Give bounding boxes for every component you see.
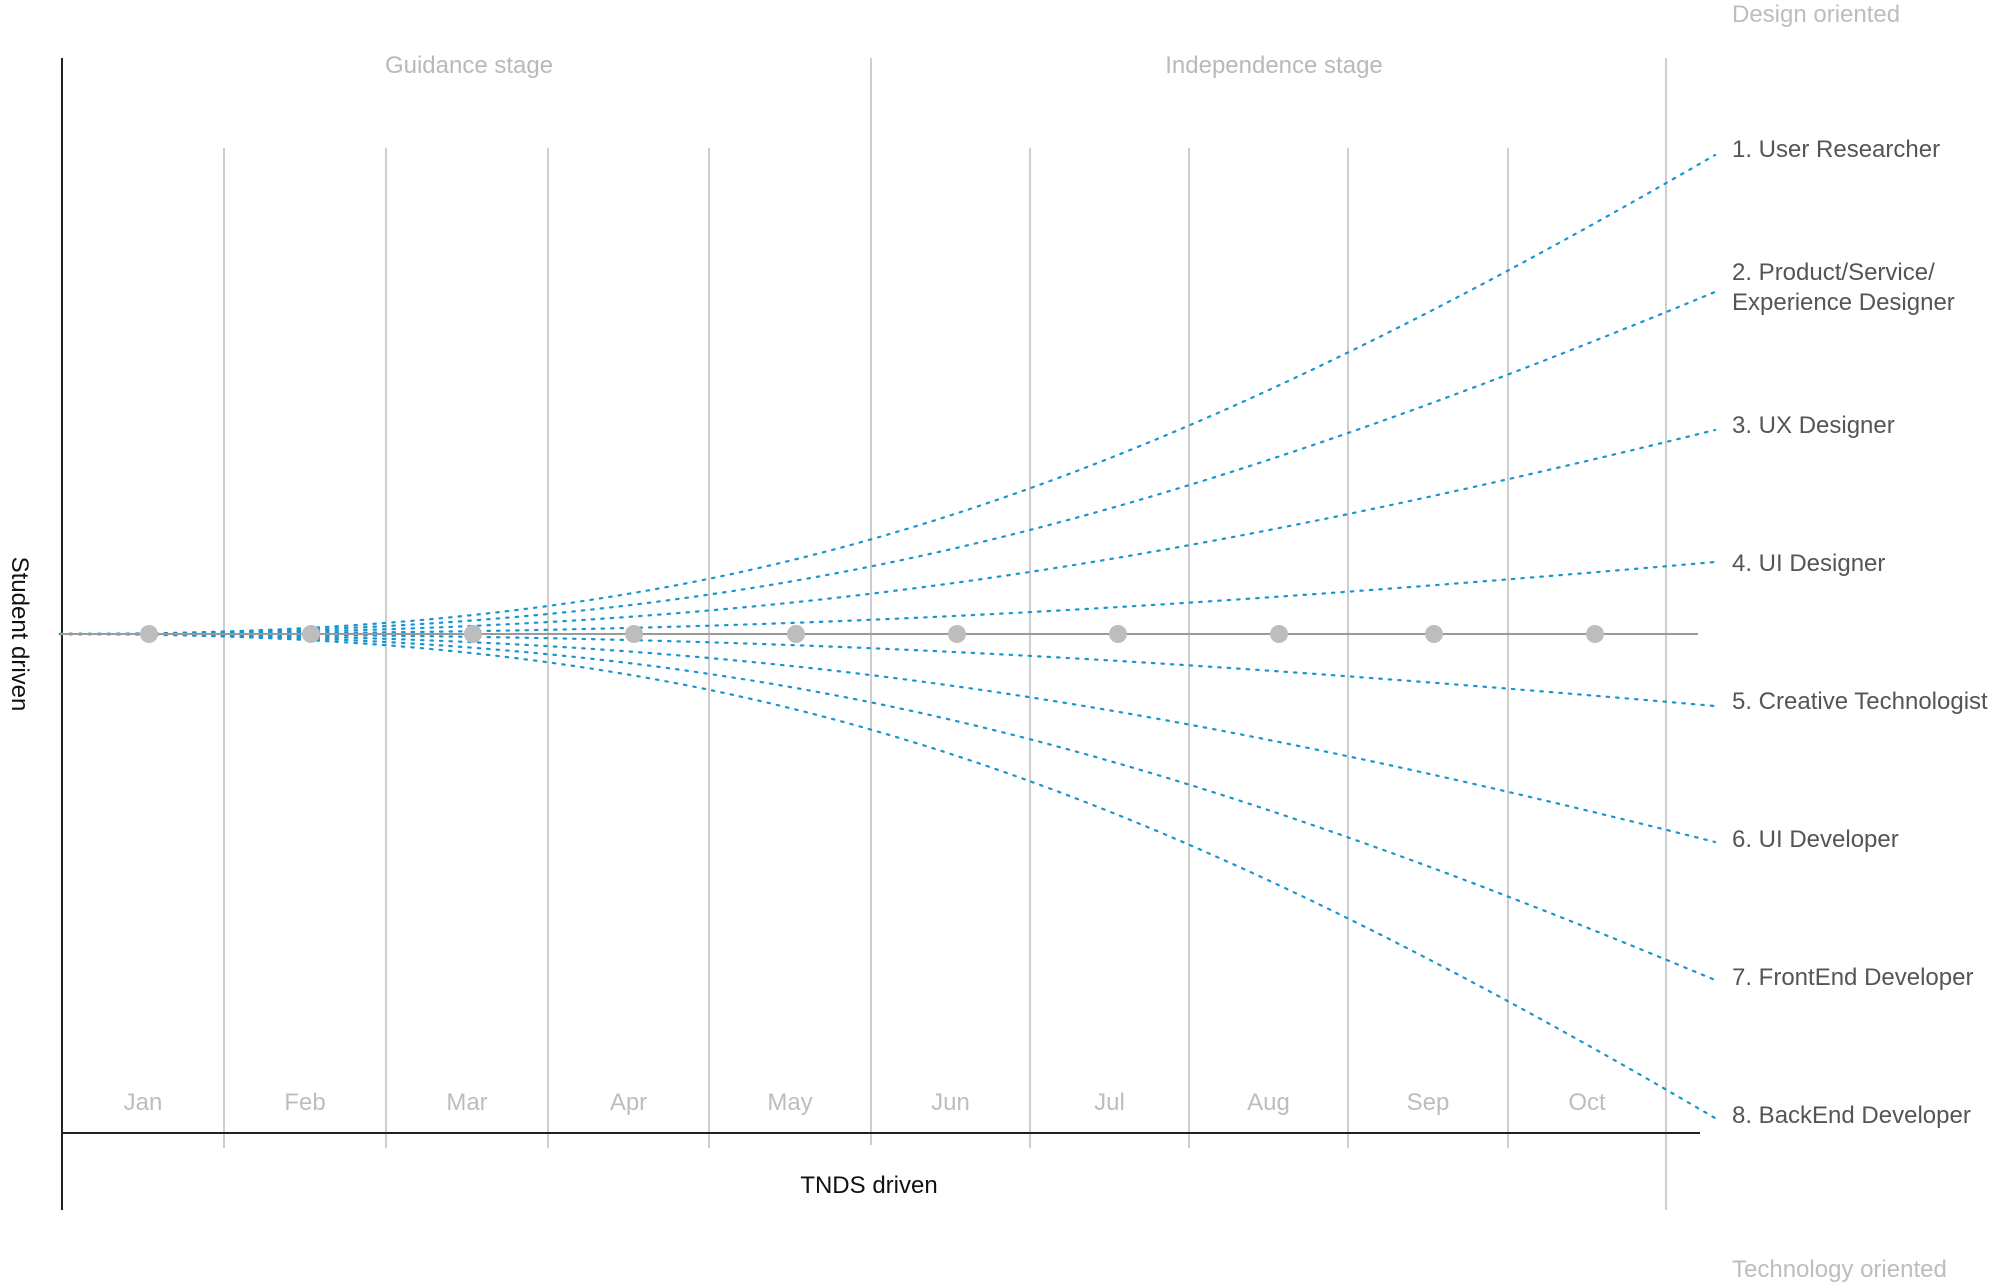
month-label: Aug [1247,1089,1290,1116]
milestone-dot [1109,625,1127,643]
milestone-dot [302,625,320,643]
role-labels: 1. User Researcher 2. Product/Service/Exp… [1732,136,1988,1129]
career-paths [58,153,1717,1120]
role-label-line: 6. UI Developer [1732,826,1899,853]
career-path-line [58,153,1717,636]
month-label: Jan [124,1089,163,1116]
milestone-dot [625,625,643,643]
role-label: 7. FrontEnd Developer [1732,964,1973,991]
career-path-line [58,632,1717,1120]
grid-lines [223,58,1667,1210]
career-path-line [58,428,1717,636]
role-label-line: 3. UX Designer [1732,412,1895,439]
role-label: 6. UI Developer [1732,826,1899,853]
milestone-dots [140,625,1604,643]
month-label: Jun [931,1089,970,1116]
month-labels: Jan Feb Mar Apr May Jun Jul Aug Sep Oct [124,1089,1606,1116]
role-label-line: 4. UI Designer [1732,550,1885,577]
milestone-dot [787,625,805,643]
stage-label-guidance: Guidance stage [385,52,553,79]
month-label: Sep [1407,1089,1450,1116]
milestone-dot [1425,625,1443,643]
milestone-dot [1586,625,1604,643]
role-label: 4. UI Designer [1732,550,1885,577]
tnds-driven-label: TNDS driven [800,1172,937,1199]
role-label-line: 1. User Researcher [1732,136,1940,163]
stage-label-independence: Independence stage [1165,52,1383,79]
design-oriented-label: Design oriented [1732,1,1900,28]
milestone-dot [140,625,158,643]
role-label-line: 5. Creative Technologist [1732,688,1988,715]
career-path-line [58,632,1717,844]
role-label-line: 2. Product/Service/ [1732,259,1935,286]
role-label: 5. Creative Technologist [1732,688,1988,715]
month-label: Jul [1094,1089,1125,1116]
technology-oriented-label: Technology oriented [1732,1256,1947,1283]
milestone-dot [948,625,966,643]
student-driven-label: Student driven [6,557,33,712]
role-label: 2. Product/Service/Experience Designer [1732,259,1955,316]
month-label: Oct [1568,1089,1606,1116]
career-path-line [58,290,1717,636]
month-label: Feb [284,1089,325,1116]
role-label-line: Experience Designer [1732,289,1955,316]
milestone-dot [464,625,482,643]
role-label: 8. BackEnd Developer [1732,1102,1971,1129]
milestone-dot [1270,625,1288,643]
career-path-line [58,632,1717,708]
month-label: Mar [446,1089,487,1116]
month-label: Apr [610,1089,647,1116]
role-label-line: 7. FrontEnd Developer [1732,964,1973,991]
role-label: 1. User Researcher [1732,136,1940,163]
career-path-line [58,560,1717,636]
role-label: 3. UX Designer [1732,412,1895,439]
role-label-line: 8. BackEnd Developer [1732,1102,1971,1129]
month-label: May [767,1089,812,1116]
career-path-line [58,632,1717,982]
